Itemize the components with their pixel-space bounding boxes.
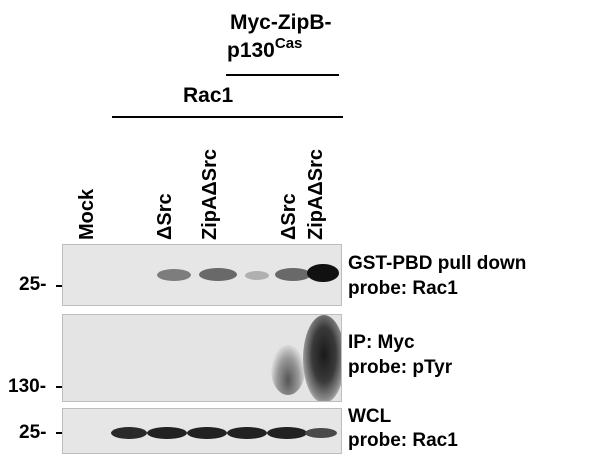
marker-label-2: 130- [8,376,47,397]
wcl-band-lane7 [305,428,337,438]
lane-label-dsrc-2: ΔSrc [278,193,300,240]
construct-bracket-line [226,74,339,76]
band-lane4 [199,268,237,281]
panel-label-ip-line1: IP: Myc [348,332,415,353]
construct-label-superscript: Cas [274,35,303,52]
lane-label-mock: Mock [76,188,98,240]
blot-panel-ip-myc [62,314,342,402]
marker-tick-2 [56,386,62,388]
panel-label-wcl-line1: WCL [348,406,392,427]
construct-label-main: p130 [227,39,275,62]
blot-panel-pulldown [62,244,342,306]
smear-lane6 [271,345,305,395]
smear-lane7 [303,315,341,401]
marker-label-1: 25- [19,274,47,295]
group-bracket-line [112,116,343,118]
lane-label-zipadsrc-2: ZipAΔSrc [305,148,327,240]
band-lane5 [245,271,269,280]
panel-label-ip-line2: probe: pTyr [348,357,453,378]
construct-label-line2: p130Cas [227,36,302,62]
wcl-band-lane4 [187,427,227,439]
panel-label-pulldown-line2: probe: Rac1 [348,278,458,299]
lane-label-zipadsrc-1: ZipAΔSrc [199,148,221,240]
group-label-rac1: Rac1 [183,84,234,107]
marker-tick-1 [56,285,62,287]
wcl-band-lane5 [227,427,267,439]
band-lane7 [307,264,339,282]
panel-label-wcl-line2: probe: Rac1 [348,430,458,451]
band-lane3 [157,269,191,281]
construct-label-line1: Myc-ZipB- [230,11,332,34]
wcl-band-lane6 [267,427,307,439]
wcl-band-lane2 [111,427,147,439]
panel-label-pulldown-line1: GST-PBD pull down [348,253,527,274]
blot-panel-wcl [62,408,342,454]
lane-label-dsrc-1: ΔSrc [154,193,176,240]
wcl-band-lane3 [147,427,187,439]
marker-tick-3 [56,432,62,434]
marker-label-3: 25- [19,422,47,443]
band-lane6 [275,268,311,281]
